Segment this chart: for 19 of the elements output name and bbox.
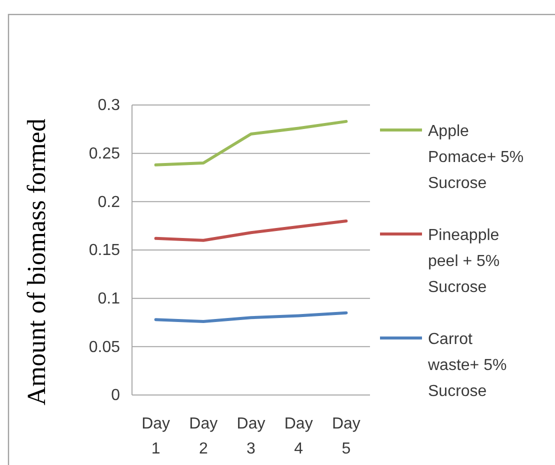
x-tick-label: Day 1 <box>142 415 170 458</box>
legend-label: Apple Pomace+ 5% Sucrose <box>428 123 524 192</box>
y-tick-label: 0 <box>111 387 120 404</box>
x-tick-label: Day 3 <box>236 415 266 458</box>
line-series <box>154 220 348 242</box>
y-tick-label: 0.25 <box>88 145 120 162</box>
x-tick-label: Day 2 <box>189 415 218 458</box>
x-tick-label: Day 4 <box>284 415 313 458</box>
line-series <box>154 120 348 166</box>
y-axis-title: Amount of biomass formed <box>22 118 51 406</box>
legend-label: Carrot waste+ 5% Sucrose <box>427 331 507 400</box>
y-tick-label: 0.15 <box>88 242 120 260</box>
y-tick-label: 0.05 <box>88 338 120 356</box>
line-series <box>154 311 348 324</box>
x-tick-label: Day 5 <box>332 415 360 458</box>
y-tick-label: 0.3 <box>98 97 120 114</box>
y-tick-label: 0.1 <box>98 290 120 308</box>
y-tick-label: 0.2 <box>98 194 120 211</box>
legend-label: Pineapple peel + 5% Sucrose <box>428 227 500 296</box>
